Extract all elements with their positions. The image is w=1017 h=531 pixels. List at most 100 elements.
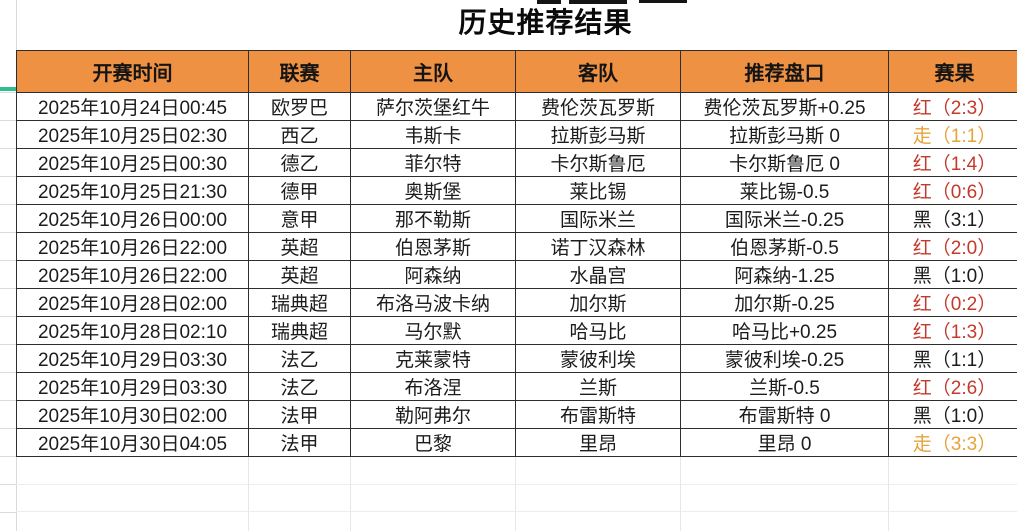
- result-cell[interactable]: 红（1:3）: [888, 316, 1017, 345]
- handicap-cell[interactable]: 布雷斯特 0: [680, 400, 889, 429]
- match-time-cell[interactable]: 2025年10月30日02:00: [16, 400, 249, 429]
- handicap-cell[interactable]: 里昂 0: [680, 428, 889, 457]
- home-team-cell[interactable]: 伯恩茅斯: [350, 232, 516, 261]
- home-team-cell[interactable]: 布洛马波卡纳: [350, 288, 516, 317]
- match-time-cell[interactable]: 2025年10月26日00:00: [16, 204, 249, 233]
- league-cell[interactable]: 英超: [248, 260, 351, 289]
- match-time-cell[interactable]: 2025年10月29日03:30: [16, 372, 249, 401]
- header-row: 开赛时间 联赛 主队 客队 推荐盘口 赛果: [16, 50, 1017, 93]
- result-cell[interactable]: 红（2:0）: [888, 232, 1017, 261]
- result-cell[interactable]: 黑（1:1）: [888, 344, 1017, 373]
- gridline: [515, 457, 516, 531]
- gridline: [248, 457, 249, 531]
- match-time-cell[interactable]: 2025年10月28日02:10: [16, 316, 249, 345]
- home-team-cell[interactable]: 萨尔茨堡红牛: [350, 92, 516, 121]
- away-team-cell[interactable]: 兰斯: [515, 372, 681, 401]
- league-cell[interactable]: 法乙: [248, 344, 351, 373]
- match-time-cell[interactable]: 2025年10月24日00:45: [16, 92, 249, 121]
- gridline: [16, 484, 1017, 485]
- header-cell-home-team[interactable]: 主队: [350, 50, 516, 93]
- results-tbody: 2025年10月24日00:45 欧罗巴 萨尔茨堡红牛 费伦茨瓦罗斯 费伦茨瓦罗…: [16, 92, 1017, 457]
- handicap-cell[interactable]: 加尔斯-0.25: [680, 288, 889, 317]
- result-cell[interactable]: 红（2:3）: [888, 92, 1017, 121]
- handicap-cell[interactable]: 哈马比+0.25: [680, 316, 889, 345]
- handicap-cell[interactable]: 阿森纳-1.25: [680, 260, 889, 289]
- away-team-cell[interactable]: 布雷斯特: [515, 400, 681, 429]
- result-cell[interactable]: 红（1:4）: [888, 148, 1017, 177]
- home-team-cell[interactable]: 马尔默: [350, 316, 516, 345]
- result-cell[interactable]: 红（2:6）: [888, 372, 1017, 401]
- away-team-cell[interactable]: 国际米兰: [515, 204, 681, 233]
- home-team-cell[interactable]: 菲尔特: [350, 148, 516, 177]
- league-cell[interactable]: 欧罗巴: [248, 92, 351, 121]
- league-cell[interactable]: 西乙: [248, 120, 351, 149]
- away-team-cell[interactable]: 费伦茨瓦罗斯: [515, 92, 681, 121]
- handicap-cell[interactable]: 蒙彼利埃-0.25: [680, 344, 889, 373]
- league-cell[interactable]: 法乙: [248, 372, 351, 401]
- away-team-cell[interactable]: 水晶宫: [515, 260, 681, 289]
- match-time-cell[interactable]: 2025年10月25日02:30: [16, 120, 249, 149]
- header-cell-handicap[interactable]: 推荐盘口: [680, 50, 889, 93]
- result-cell[interactable]: 黑（1:0）: [888, 260, 1017, 289]
- home-team-cell[interactable]: 那不勒斯: [350, 204, 516, 233]
- match-time-cell[interactable]: 2025年10月26日22:00: [16, 260, 249, 289]
- match-time-cell[interactable]: 2025年10月26日22:00: [16, 232, 249, 261]
- handicap-cell[interactable]: 莱比锡-0.5: [680, 176, 889, 205]
- league-cell[interactable]: 德乙: [248, 148, 351, 177]
- home-team-cell[interactable]: 奥斯堡: [350, 176, 516, 205]
- away-team-cell[interactable]: 莱比锡: [515, 176, 681, 205]
- result-cell[interactable]: 黑（1:0）: [888, 400, 1017, 429]
- handicap-cell[interactable]: 费伦茨瓦罗斯+0.25: [680, 92, 889, 121]
- match-time-cell[interactable]: 2025年10月25日00:30: [16, 148, 249, 177]
- header-cell-result[interactable]: 赛果: [888, 50, 1017, 93]
- result-cell[interactable]: 红（0:2）: [888, 288, 1017, 317]
- league-cell[interactable]: 法甲: [248, 400, 351, 429]
- away-team-cell[interactable]: 拉斯彭马斯: [515, 120, 681, 149]
- home-team-cell[interactable]: 巴黎: [350, 428, 516, 457]
- league-cell[interactable]: 英超: [248, 232, 351, 261]
- league-cell[interactable]: 德甲: [248, 176, 351, 205]
- header-cell-match-time[interactable]: 开赛时间: [16, 50, 249, 93]
- table-row: 2025年10月26日22:00 英超 伯恩茅斯 诺丁汉森林 伯恩茅斯-0.5 …: [16, 232, 1017, 261]
- home-team-cell[interactable]: 勒阿弗尔: [350, 400, 516, 429]
- league-cell[interactable]: 意甲: [248, 204, 351, 233]
- match-time-cell[interactable]: 2025年10月25日21:30: [16, 176, 249, 205]
- header-cell-away-team[interactable]: 客队: [515, 50, 681, 93]
- away-team-cell[interactable]: 卡尔斯鲁厄: [515, 148, 681, 177]
- handicap-cell[interactable]: 国际米兰-0.25: [680, 204, 889, 233]
- away-team-cell[interactable]: 加尔斯: [515, 288, 681, 317]
- result-cell[interactable]: 红（0:6）: [888, 176, 1017, 205]
- match-time-cell[interactable]: 2025年10月30日04:05: [16, 428, 249, 457]
- home-team-cell[interactable]: 布洛涅: [350, 372, 516, 401]
- away-team-cell[interactable]: 里昂: [515, 428, 681, 457]
- table-row: 2025年10月30日02:00 法甲 勒阿弗尔 布雷斯特 布雷斯特 0 黑（1…: [16, 400, 1017, 429]
- margin-teal-accent: [0, 87, 16, 91]
- handicap-cell[interactable]: 兰斯-0.5: [680, 372, 889, 401]
- home-team-cell[interactable]: 韦斯卡: [350, 120, 516, 149]
- clipped-text-fragment: [639, 0, 687, 3]
- home-team-cell[interactable]: 阿森纳: [350, 260, 516, 289]
- header-cell-league[interactable]: 联赛: [248, 50, 351, 93]
- table-row: 2025年10月26日22:00 英超 阿森纳 水晶宫 阿森纳-1.25 黑（1…: [16, 260, 1017, 289]
- table-row: 2025年10月25日02:30 西乙 韦斯卡 拉斯彭马斯 拉斯彭马斯 0 走（…: [16, 120, 1017, 149]
- clipped-text-fragment: [569, 0, 627, 4]
- handicap-cell[interactable]: 伯恩茅斯-0.5: [680, 232, 889, 261]
- league-cell[interactable]: 法甲: [248, 428, 351, 457]
- home-team-cell[interactable]: 克莱蒙特: [350, 344, 516, 373]
- away-team-cell[interactable]: 哈马比: [515, 316, 681, 345]
- match-time-cell[interactable]: 2025年10月28日02:00: [16, 288, 249, 317]
- result-cell[interactable]: 黑（3:1）: [888, 204, 1017, 233]
- away-team-cell[interactable]: 蒙彼利埃: [515, 344, 681, 373]
- table-row: 2025年10月29日03:30 法乙 克莱蒙特 蒙彼利埃 蒙彼利埃-0.25 …: [16, 344, 1017, 373]
- away-team-cell[interactable]: 诺丁汉森林: [515, 232, 681, 261]
- league-cell[interactable]: 瑞典超: [248, 316, 351, 345]
- gridline: [888, 457, 889, 531]
- match-time-cell[interactable]: 2025年10月29日03:30: [16, 344, 249, 373]
- league-cell[interactable]: 瑞典超: [248, 288, 351, 317]
- result-cell[interactable]: 走（1:1）: [888, 120, 1017, 149]
- handicap-cell[interactable]: 卡尔斯鲁厄 0: [680, 148, 889, 177]
- result-cell[interactable]: 走（3:3）: [888, 428, 1017, 457]
- handicap-cell[interactable]: 拉斯彭马斯 0: [680, 120, 889, 149]
- page-title: 历史推荐结果: [458, 7, 633, 38]
